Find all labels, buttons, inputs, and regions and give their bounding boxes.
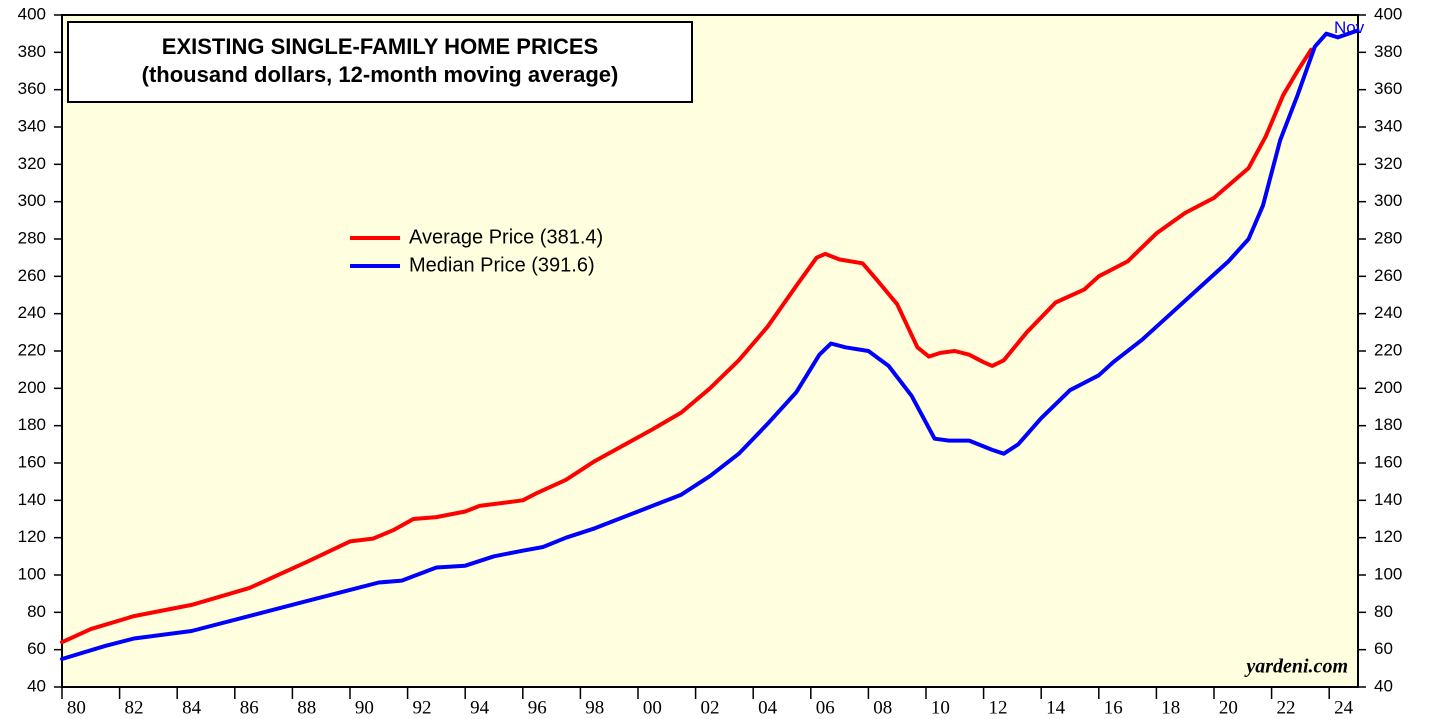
y-tick-label: 140 <box>18 490 46 509</box>
x-tick-label: 20 <box>1219 697 1238 718</box>
x-tick-label: 06 <box>816 697 835 718</box>
y2-tick-label: 40 <box>1374 676 1393 695</box>
legend-label: Average Price (381.4) <box>409 226 603 248</box>
x-tick-label: 12 <box>989 697 1008 718</box>
y2-tick-label: 360 <box>1374 79 1402 98</box>
y2-tick-label: 380 <box>1374 42 1402 61</box>
y2-tick-label: 140 <box>1374 490 1402 509</box>
y-tick-label: 260 <box>18 266 46 285</box>
x-tick-label: 80 <box>67 697 86 718</box>
y-tick-label: 320 <box>18 154 46 173</box>
y2-tick-label: 80 <box>1374 602 1393 621</box>
y-tick-label: 120 <box>18 527 46 546</box>
x-tick-label: 10 <box>931 697 950 718</box>
y2-tick-label: 120 <box>1374 527 1402 546</box>
y-tick-label: 160 <box>18 452 46 471</box>
x-tick-label: 08 <box>873 697 892 718</box>
y-tick-label: 80 <box>27 602 46 621</box>
x-tick-label: 90 <box>355 697 374 718</box>
x-tick-label: 22 <box>1277 697 1296 718</box>
y-tick-label: 100 <box>18 564 46 583</box>
data-line <box>60 47 1314 645</box>
y-tick-label: 280 <box>18 228 46 247</box>
y-tick-label: 60 <box>27 639 46 658</box>
y-tick-label: 180 <box>18 415 46 434</box>
x-tick-label: 88 <box>297 697 316 718</box>
y2-tick-label: 200 <box>1374 378 1402 397</box>
x-tick-label: 14 <box>1046 697 1066 718</box>
y-tick-label: 340 <box>18 116 46 135</box>
y-tick-label: 240 <box>18 303 46 322</box>
y-tick-label: 200 <box>18 378 46 397</box>
x-tick-label: 24 <box>1334 697 1354 718</box>
y-tick-label: 220 <box>18 340 46 359</box>
x-tick-label: 96 <box>528 697 547 718</box>
title-box <box>67 21 693 103</box>
legend-label: Median Price (391.6) <box>409 254 595 276</box>
y2-tick-label: 160 <box>1374 452 1402 471</box>
y-tick-label: 40 <box>27 676 46 695</box>
x-tick-label: 84 <box>182 697 202 718</box>
source-note: yardeni.com <box>1244 656 1348 678</box>
y2-tick-label: 180 <box>1374 415 1402 434</box>
x-tick-label: 82 <box>125 697 144 718</box>
x-tick-label: 02 <box>701 697 720 718</box>
y-tick-label: 380 <box>18 42 46 61</box>
x-tick-label: 00 <box>643 697 662 718</box>
y2-tick-label: 400 <box>1374 4 1402 23</box>
y2-tick-label: 280 <box>1374 228 1402 247</box>
end-annotation: Nov <box>1334 18 1365 37</box>
x-tick-label: 04 <box>758 697 778 718</box>
y-tick-label: 360 <box>18 79 46 98</box>
y2-tick-label: 340 <box>1374 116 1402 135</box>
y2-tick-label: 60 <box>1374 639 1393 658</box>
x-tick-label: 16 <box>1104 697 1123 718</box>
y2-tick-label: 320 <box>1374 154 1402 173</box>
y2-tick-label: 260 <box>1374 266 1402 285</box>
y2-tick-label: 100 <box>1374 564 1402 583</box>
x-tick-label: 18 <box>1161 697 1180 718</box>
x-tick-label: 86 <box>240 697 259 718</box>
y2-tick-label: 300 <box>1374 191 1402 210</box>
chart-subtitle: (thousand dollars, 12-month moving avera… <box>142 62 619 87</box>
y2-tick-label: 220 <box>1374 340 1402 359</box>
y-tick-label: 300 <box>18 191 46 210</box>
x-tick-label: 92 <box>413 697 432 718</box>
chart-title: EXISTING SINGLE-FAMILY HOME PRICES <box>162 34 598 59</box>
data-line <box>60 28 1360 661</box>
y2-tick-label: 240 <box>1374 303 1402 322</box>
x-tick-label: 98 <box>585 697 604 718</box>
y-tick-label: 400 <box>18 4 46 23</box>
x-tick-label: 94 <box>470 697 490 718</box>
